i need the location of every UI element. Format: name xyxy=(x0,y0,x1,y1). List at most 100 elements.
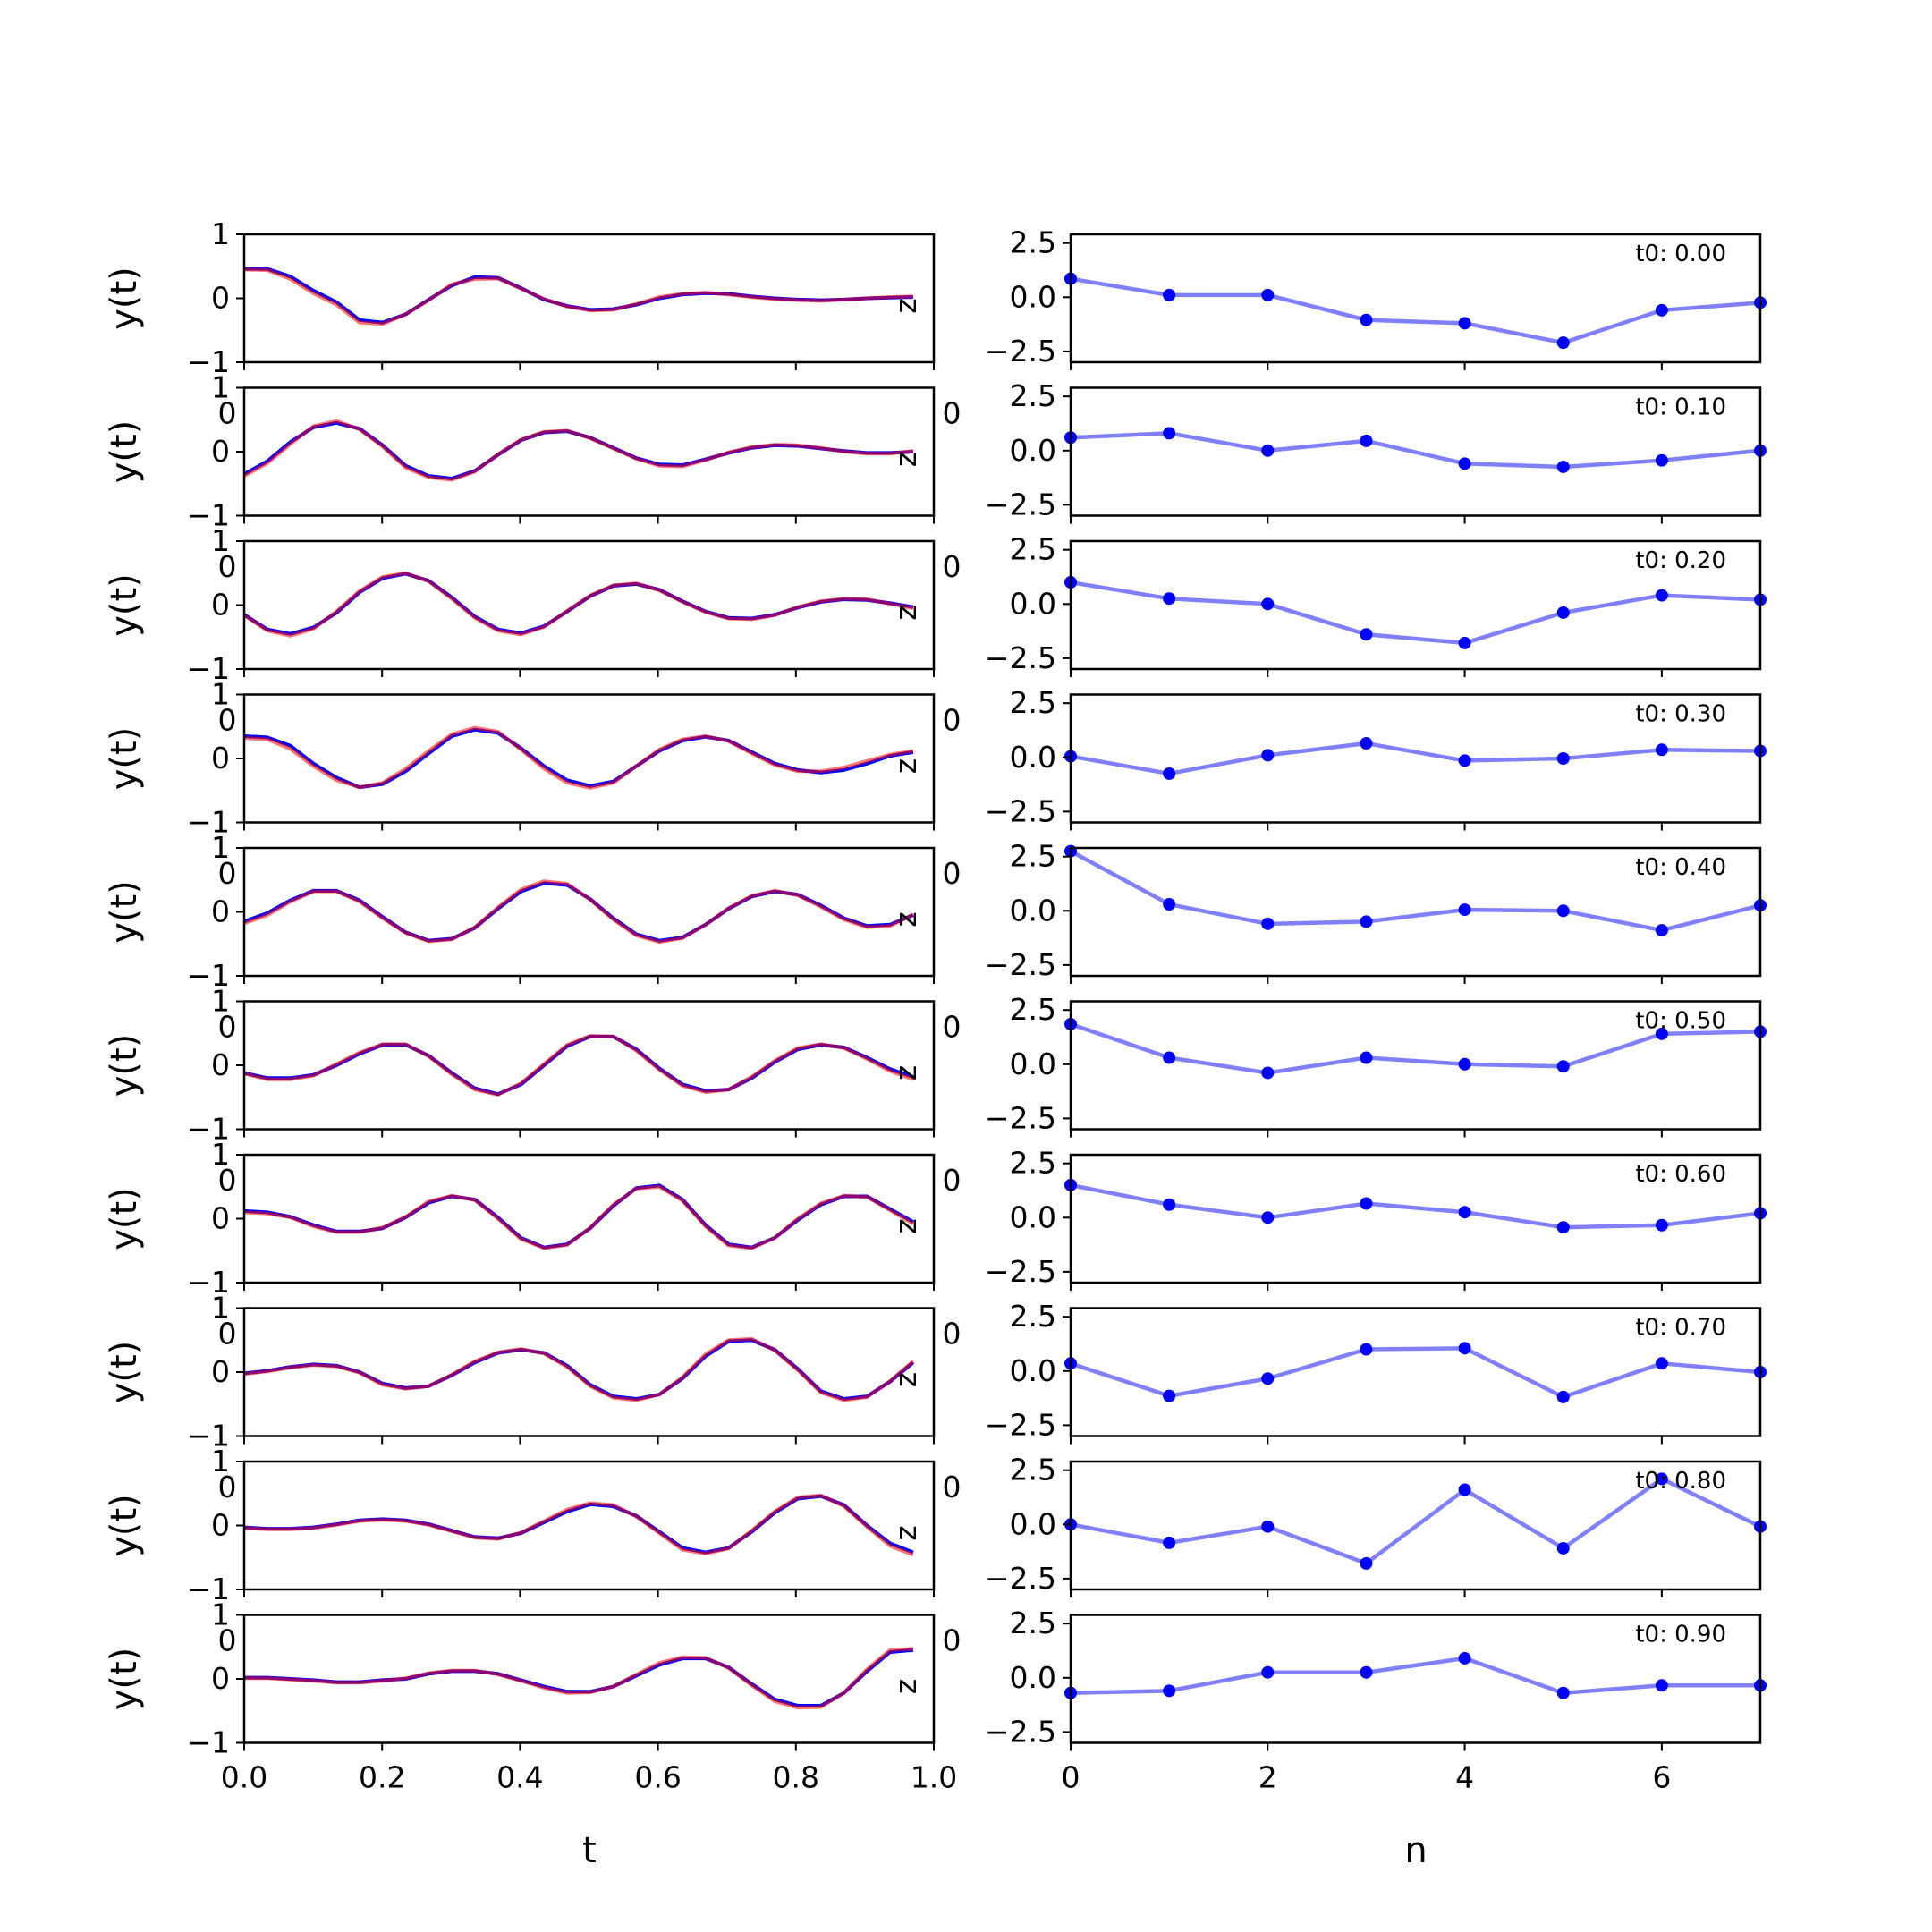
right-coef-point-8-2 xyxy=(1261,1520,1275,1533)
left-ytick-label-9-0: 1 xyxy=(211,1597,230,1632)
right-coef-line-4 xyxy=(1069,849,1761,933)
left-series-line-3-1 xyxy=(244,725,914,790)
right-axes-frame-8 xyxy=(1069,1460,1762,1591)
left-stray-tick-label-right-3: 0 xyxy=(943,703,962,738)
panels: 10−1y(t) z10−10 0y(t) z10−10 0y(t) z10−10 0y(t… xyxy=(104,216,1767,1795)
left-ytick-label-5-2: −1 xyxy=(186,1112,230,1147)
right-coef-point-9-3 xyxy=(1360,1665,1373,1679)
right-t0-annotation-3: t0: 0.30 xyxy=(1635,701,1726,728)
right-coef-point-1-5 xyxy=(1556,460,1570,473)
left-ytick-label-4-1: 0 xyxy=(211,894,230,929)
left-z-label-3: z xyxy=(888,758,923,774)
left-z-label-5: z xyxy=(888,1065,923,1080)
left-y-axis-label-0: y(t) xyxy=(104,267,145,330)
right-ytick-label-0-0: 2.5 xyxy=(1010,225,1056,260)
left-xtick-label-4: 0.8 xyxy=(773,1760,819,1795)
right-t0-annotation-6: t0: 0.60 xyxy=(1635,1161,1726,1188)
right-coef-line-5 xyxy=(1070,1021,1761,1075)
right-coef-point-4-6 xyxy=(1655,924,1668,937)
right-t0-annotation-5: t0: 0.50 xyxy=(1635,1008,1726,1035)
right-ytick-label-7-1: 0.0 xyxy=(1010,1353,1056,1388)
right-coef-point-4-3 xyxy=(1360,915,1373,928)
left-xtick-label-5: 1.0 xyxy=(911,1760,957,1795)
right-coef-point-7-6 xyxy=(1655,1357,1668,1370)
right-panel-5: 2.5 0.0 −2.5 t0: 0.50 xyxy=(985,992,1767,1138)
left-series-line-1-1 xyxy=(244,419,914,482)
left-ytick-label-0-2: −1 xyxy=(186,344,230,379)
right-coef-point-4-5 xyxy=(1556,904,1570,918)
left-y-axis-label-4: y(t) xyxy=(104,880,145,944)
right-ytick-label-6-2: −2.5 xyxy=(985,1254,1056,1289)
right-coef-point-6-1 xyxy=(1163,1198,1176,1211)
right-ytick-label-5-0: 2.5 xyxy=(1010,992,1056,1027)
right-coef-point-0-5 xyxy=(1556,336,1570,350)
right-axes-frame-0 xyxy=(1069,233,1762,364)
right-coef-point-5-1 xyxy=(1163,1051,1176,1064)
right-coef-point-0-2 xyxy=(1261,288,1275,301)
left-ytick-label-6-2: −1 xyxy=(186,1265,230,1300)
left-z-label-8: z xyxy=(888,1525,923,1540)
right-coef-point-3-6 xyxy=(1655,743,1668,757)
left-y-axis-label-2: y(t) xyxy=(104,573,145,637)
left-ytick-label-1-0: 1 xyxy=(211,370,230,405)
left-ytick-label-0-1: 0 xyxy=(211,281,230,316)
right-coef-point-9-5 xyxy=(1556,1686,1570,1699)
right-coef-point-6-5 xyxy=(1556,1221,1570,1234)
left-y-axis-label-9: y(t) xyxy=(104,1648,145,1711)
right-ytick-label-8-2: −2.5 xyxy=(985,1561,1056,1596)
left-series-line-7-1 xyxy=(244,1336,915,1402)
left-panel-2: 10−10 0y(t) z xyxy=(104,523,962,686)
left-y-axis-label-3: y(t) xyxy=(104,727,145,791)
right-ytick-label-8-0: 2.5 xyxy=(1010,1453,1056,1487)
right-panel-4: 2.5 0.0 −2.5 t0: 0.40 xyxy=(985,839,1767,984)
left-y-axis-label-5: y(t) xyxy=(104,1034,145,1097)
left-y-axis-label-1: y(t) xyxy=(104,420,145,484)
right-coef-point-1-3 xyxy=(1360,434,1373,447)
left-panel-3: 10−10 0y(t) z xyxy=(104,677,962,840)
right-coef-point-7-1 xyxy=(1163,1389,1176,1402)
right-axes-frame-3 xyxy=(1069,693,1762,824)
right-coef-line-2 xyxy=(1070,580,1761,646)
right-axes-frame-6 xyxy=(1069,1153,1762,1284)
right-coef-point-9-6 xyxy=(1655,1679,1668,1692)
left-stray-tick-label-3: 0 xyxy=(218,703,237,738)
right-coef-point-3-5 xyxy=(1556,752,1570,765)
left-ytick-label-8-2: −1 xyxy=(186,1572,230,1606)
right-coef-point-0-4 xyxy=(1458,317,1471,330)
left-ytick-label-2-2: −1 xyxy=(186,651,230,686)
left-stray-tick-label-5: 0 xyxy=(218,1010,237,1045)
left-z-label-1: z xyxy=(888,452,923,467)
left-y-axis-label-8: y(t) xyxy=(104,1494,145,1557)
right-coef-point-7-5 xyxy=(1556,1390,1570,1403)
right-coef-point-1-2 xyxy=(1261,444,1275,457)
left-panel-7: 10−10 0y(t) z xyxy=(104,1291,962,1453)
right-ytick-label-1-0: 2.5 xyxy=(1010,378,1056,413)
right-coef-point-9-4 xyxy=(1458,1651,1471,1665)
right-xtick-label-0: 0 xyxy=(1062,1760,1080,1795)
right-xtick-label-3: 6 xyxy=(1652,1760,1671,1795)
left-stray-tick-label-1: 0 xyxy=(218,396,237,431)
right-ytick-label-7-2: −2.5 xyxy=(985,1407,1056,1442)
right-ytick-label-4-2: −2.5 xyxy=(985,947,1056,982)
left-ytick-label-0-0: 1 xyxy=(211,216,230,251)
right-coef-point-8-3 xyxy=(1360,1556,1373,1570)
left-stray-tick-label-right-1: 0 xyxy=(943,396,962,431)
right-ytick-label-8-1: 0.0 xyxy=(1010,1506,1056,1541)
left-panel-4: 10−10 0y(t) z xyxy=(104,830,962,993)
left-xtick-label-0: 0.0 xyxy=(221,1760,267,1795)
right-t0-annotation-9: t0: 0.90 xyxy=(1635,1622,1726,1648)
left-ytick-label-9-2: −1 xyxy=(186,1725,230,1760)
right-coef-point-2-1 xyxy=(1163,592,1176,606)
left-stray-tick-label-right-2: 0 xyxy=(943,549,962,584)
right-ytick-label-5-1: 0.0 xyxy=(1010,1046,1056,1081)
right-coef-point-6-6 xyxy=(1655,1218,1668,1232)
left-panel-9: 10−10.0 0.2 0.4 0.6 0.8 1.00 0y(t) z xyxy=(104,1597,962,1795)
right-panel-6: 2.5 0.0 −2.5 t0: 0.60 xyxy=(985,1146,1767,1291)
right-axes-frame-4 xyxy=(1069,846,1762,978)
right-ytick-label-1-2: −2.5 xyxy=(985,487,1056,521)
right-ytick-label-4-0: 2.5 xyxy=(1010,839,1056,874)
right-coef-point-0-1 xyxy=(1163,288,1176,301)
left-x-axis-label: t xyxy=(582,1830,597,1871)
right-x-axis-label: n xyxy=(1404,1830,1427,1871)
